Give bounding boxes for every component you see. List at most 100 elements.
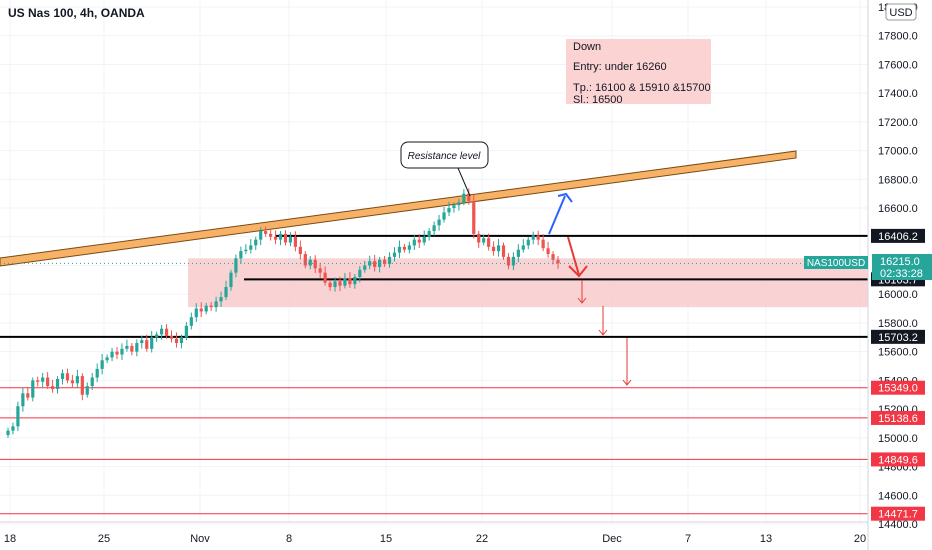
candle-body: [70, 380, 75, 384]
candle-body: [417, 239, 421, 243]
candle-body: [75, 376, 79, 384]
candle-body: [145, 340, 149, 349]
level-label: 16406.2: [878, 231, 918, 243]
annotation-box[interactable]: [566, 39, 711, 104]
candle-body: [447, 208, 451, 213]
candle-body: [194, 308, 198, 318]
candle-body: [209, 305, 213, 308]
candle-body: [125, 345, 129, 349]
current-price-tag: [872, 254, 932, 280]
candle-body: [387, 256, 392, 265]
candle-body: [373, 261, 377, 267]
time-axis[interactable]: 18 25 Nov 8 15 22 Dec 7 13 20: [4, 533, 866, 545]
blue-up-arrow[interactable]: [548, 195, 566, 235]
resistance-trendline[interactable]: [0, 150, 797, 267]
price-tick: 14600.0: [878, 490, 918, 502]
time-tick: 18: [4, 533, 16, 545]
level-tag: [871, 410, 925, 425]
currency-label: USD: [889, 7, 912, 19]
candle-body: [338, 281, 342, 286]
candle-body: [546, 248, 550, 255]
candle-body: [477, 233, 481, 243]
level-tag: [871, 506, 925, 521]
candle-body: [283, 233, 288, 243]
candle-body: [164, 328, 169, 336]
level-label: 15703.2: [878, 332, 918, 344]
candle-body: [482, 238, 486, 243]
candle-body: [437, 219, 441, 226]
candle-body: [457, 202, 461, 206]
candle-body: [496, 245, 501, 252]
candle-body: [487, 238, 491, 247]
candle-body: [462, 193, 466, 203]
candle-body: [333, 281, 337, 288]
candle-body: [427, 231, 431, 237]
candle-body: [521, 245, 525, 250]
candle-body: [16, 406, 20, 427]
red-down-arrow[interactable]: [567, 236, 580, 276]
time-tick: 25: [98, 533, 110, 545]
candle-body: [254, 239, 258, 246]
candle-body: [343, 278, 347, 286]
candle-body: [60, 373, 65, 379]
candle-body: [95, 368, 99, 378]
candle-body: [135, 343, 139, 352]
price-tick: 17800.0: [878, 31, 918, 43]
price-tick: 17600.0: [878, 59, 918, 71]
candle-body: [358, 269, 362, 277]
candle-body: [150, 337, 154, 349]
candle-body: [556, 259, 560, 264]
annotation-line-3: Tp.: 16100 & 15910 &15700: [573, 82, 711, 94]
candle-body: [50, 386, 55, 390]
candle-body: [516, 249, 520, 257]
candle-body: [323, 272, 327, 283]
price-tick: 16600.0: [878, 203, 918, 215]
candle-body: [239, 251, 243, 259]
price-tick: 14400.0: [878, 519, 918, 531]
candle-body: [348, 278, 352, 285]
symbol-tag: [804, 256, 868, 269]
candle-body: [269, 233, 273, 237]
candle-body: [273, 236, 278, 240]
candle-body: [41, 377, 45, 382]
annotation-line-4: Sl.: 16500: [573, 94, 623, 106]
level-label: 14471.7: [878, 509, 918, 521]
candle-body: [6, 430, 10, 435]
candle-body: [184, 325, 188, 338]
candle-body: [80, 376, 84, 395]
candle-body: [65, 373, 70, 381]
price-tick: 16800.0: [878, 174, 918, 186]
candle-body: [407, 245, 411, 250]
level-label: 15349.0: [878, 383, 918, 395]
resistance-callout[interactable]: [400, 141, 489, 169]
candle-body: [353, 276, 357, 285]
candle-body: [536, 235, 540, 240]
candle-body: [36, 380, 40, 382]
level-tag: [871, 380, 925, 395]
candle-body: [55, 378, 60, 390]
price-tick: 15000.0: [878, 433, 918, 445]
callout-text: Resistance level: [408, 151, 482, 162]
candle-body: [303, 254, 307, 266]
level-tag: [871, 452, 925, 467]
chart-title: US Nas 100, 4h, OANDA: [8, 6, 145, 20]
candle-body: [259, 231, 263, 240]
candle-body: [21, 393, 25, 407]
candle-body: [249, 245, 253, 250]
level-lines[interactable]: [0, 234, 868, 515]
candle-body: [511, 256, 516, 266]
candles: [6, 188, 560, 438]
candle-body: [100, 360, 104, 369]
candle-body: [244, 249, 248, 252]
candle-body: [397, 246, 402, 253]
symbol-label: NAS100USD: [807, 258, 865, 269]
candle-body: [219, 297, 223, 302]
candle-body: [308, 259, 312, 266]
candle-body: [90, 377, 94, 387]
price-tick: 17400.0: [878, 88, 918, 100]
currency-button[interactable]: [885, 3, 917, 21]
price-tick: 15600.0: [878, 347, 918, 359]
candle-body: [199, 308, 203, 312]
target-arrows[interactable]: [577, 280, 632, 386]
